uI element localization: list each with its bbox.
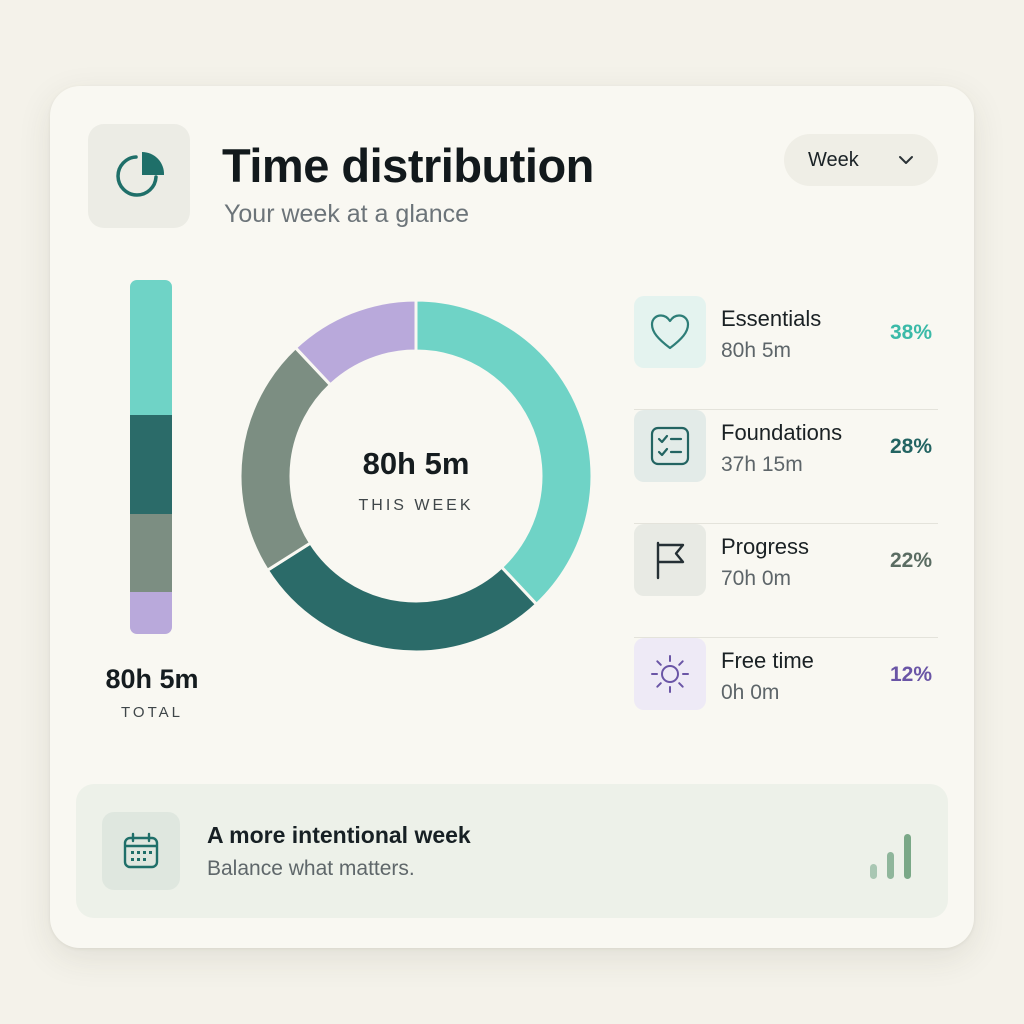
stacked-bar-segment-foundations <box>130 414 172 514</box>
legend-name: Progress <box>721 534 810 559</box>
legend-item-free-time[interactable]: Free time 0h 0m 12% <box>634 638 938 751</box>
total-label: TOTAL <box>121 704 183 721</box>
banner-title: A more intentional week <box>207 822 471 848</box>
donut-slice-free-time[interactable] <box>293 298 418 387</box>
banner-icon-tile <box>102 812 180 890</box>
header-icon-tile <box>88 124 190 228</box>
legend-icon-tile <box>634 410 706 482</box>
pie-chart-icon <box>116 151 165 197</box>
donut-slice-essentials[interactable] <box>414 298 594 607</box>
bar-signal-icon <box>870 834 911 879</box>
checklist-icon <box>650 426 690 466</box>
stacked-total-bar <box>130 280 172 634</box>
donut-slice-progress[interactable] <box>238 345 333 573</box>
insight-banner[interactable]: A more intentional week Balance what mat… <box>76 784 948 918</box>
stacked-bar-segment-essentials <box>130 280 172 415</box>
donut-chart: 80h 5m THIS WEEK <box>238 298 594 654</box>
legend-hours: 70h 0m <box>721 567 792 590</box>
page-subtitle: Your week at a glance <box>224 200 470 228</box>
legend-icon-tile <box>634 638 706 710</box>
chevron-down-icon <box>899 156 913 164</box>
period-select[interactable]: Week <box>784 134 938 186</box>
calendar-icon <box>123 832 159 869</box>
legend-hours: 80h 5m <box>721 339 792 362</box>
page-title: Time distribution <box>222 139 594 192</box>
legend-icon-tile <box>634 296 706 368</box>
donut-center-label: THIS WEEK <box>358 497 473 514</box>
category-legend: Essentials 80h 5m 38% Foundations 37h 15… <box>634 296 938 751</box>
period-select-value: Week <box>808 148 859 171</box>
legend-hours: 0h 0m <box>721 681 780 704</box>
legend-percent: 28% <box>889 435 932 458</box>
legend-percent: 38% <box>889 321 932 344</box>
time-distribution-card: Time distribution Your week at a glance … <box>50 86 974 948</box>
donut-center-value: 80h 5m <box>363 446 470 481</box>
flag-icon <box>656 541 685 580</box>
stacked-bar-segment-progress <box>130 513 172 592</box>
legend-name: Essentials <box>721 306 822 331</box>
stacked-bar-segment-free-time <box>130 591 172 634</box>
total-value: 80h 5m <box>105 664 199 694</box>
legend-item-essentials[interactable]: Essentials 80h 5m 38% <box>634 296 938 410</box>
legend-name: Foundations <box>721 420 843 445</box>
legend-item-progress[interactable]: Progress 70h 0m 22% <box>634 524 938 638</box>
legend-percent: 12% <box>889 663 932 686</box>
donut-slice-foundations[interactable] <box>265 540 539 654</box>
legend-percent: 22% <box>889 549 932 572</box>
legend-item-foundations[interactable]: Foundations 37h 15m 28% <box>634 410 938 524</box>
legend-name: Free time <box>721 648 814 673</box>
legend-hours: 37h 15m <box>721 453 803 476</box>
heart-icon <box>650 314 690 350</box>
banner-subtitle: Balance what matters. <box>207 857 415 880</box>
sun-icon <box>651 655 689 693</box>
legend-icon-tile <box>634 524 706 596</box>
